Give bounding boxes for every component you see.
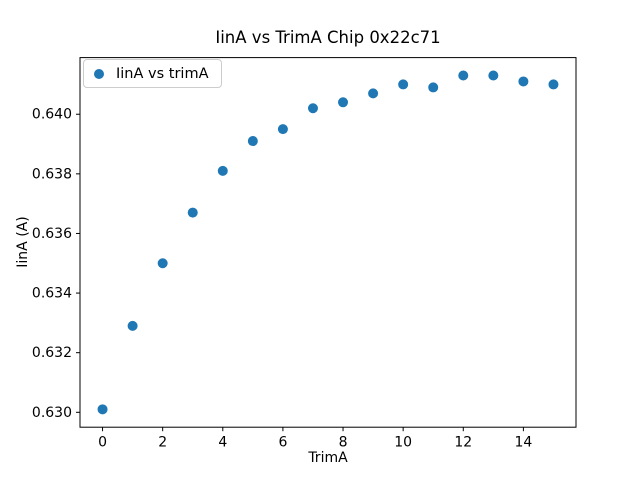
legend-label: IinA vs trimA (116, 65, 209, 82)
data-point (398, 79, 409, 90)
x-tick-label: 14 (514, 435, 532, 451)
data-point (368, 88, 379, 99)
data-point (97, 404, 108, 415)
legend: IinA vs trimA (83, 59, 222, 88)
x-tick-label: 6 (278, 435, 287, 451)
data-point (428, 82, 439, 93)
chart-title: IinA vs TrimA Chip 0x22c71 (215, 28, 441, 47)
plot-border (79, 57, 577, 428)
data-point (518, 76, 529, 87)
data-point (488, 70, 499, 81)
y-tick-label: 0.632 (32, 345, 72, 361)
legend-marker-icon (94, 68, 104, 79)
x-axis-label: TrimA (308, 450, 348, 466)
y-tick-label: 0.634 (32, 286, 72, 302)
y-axis-label: IinA (A) (15, 216, 31, 268)
data-point (307, 103, 318, 114)
data-point (187, 207, 198, 218)
x-tick-label: 0 (98, 435, 107, 451)
x-tick-label: 8 (339, 435, 348, 451)
data-point (338, 97, 349, 108)
data-point (127, 320, 138, 331)
y-tick-label: 0.630 (32, 405, 72, 421)
x-tick-label: 10 (394, 435, 412, 451)
x-tick-label: 4 (218, 435, 227, 451)
data-point (247, 136, 258, 147)
data-point (458, 70, 469, 81)
y-tick-label: 0.638 (32, 166, 72, 182)
data-point (217, 165, 228, 176)
y-tick-label: 0.636 (32, 226, 72, 242)
data-point (548, 79, 559, 90)
x-tick-label: 12 (454, 435, 472, 451)
x-tick-label: 2 (158, 435, 167, 451)
y-tick-label: 0.640 (32, 107, 72, 123)
data-point (277, 124, 288, 135)
data-point (157, 258, 168, 269)
